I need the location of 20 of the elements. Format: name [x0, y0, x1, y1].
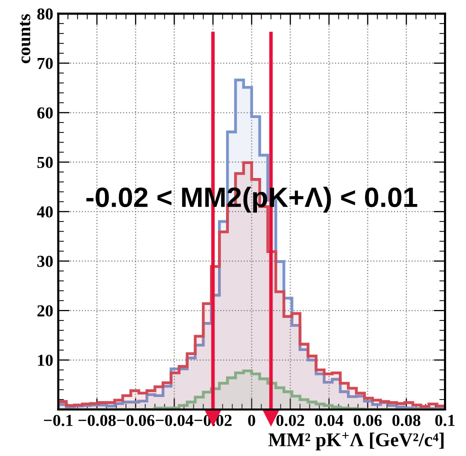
- y-tick-label: 10: [38, 354, 53, 366]
- x-tick-label: −0.08: [78, 414, 116, 426]
- y-tick-label: 80: [37, 8, 53, 20]
- x-axis-title: MM² pK$^{+}$Λ [GeV²/c⁴]: [268, 432, 444, 450]
- x-tick-label: 0.1: [435, 414, 455, 426]
- x-tick-label: 0: [248, 414, 256, 426]
- y-tick-label: 20: [37, 305, 53, 316]
- x-tick-label: −0.04: [156, 414, 194, 426]
- y-tick-label: 40: [36, 206, 53, 218]
- x-tick-label: 0.06: [354, 414, 382, 426]
- y-tick-label: 60: [37, 107, 53, 119]
- x-tick-label: −0.1: [44, 414, 73, 426]
- x-tick-label: 0.02: [276, 414, 304, 426]
- y-tick-label: 50: [37, 156, 53, 168]
- y-tick-label: 70: [38, 58, 53, 70]
- y-tick-label: 30: [37, 256, 53, 268]
- x-tick-label: 0.08: [392, 414, 420, 426]
- y-axis-title: counts: [20, 14, 30, 64]
- x-tick-label: 0.04: [315, 414, 344, 426]
- x-tick-label: −0.06: [117, 414, 154, 426]
